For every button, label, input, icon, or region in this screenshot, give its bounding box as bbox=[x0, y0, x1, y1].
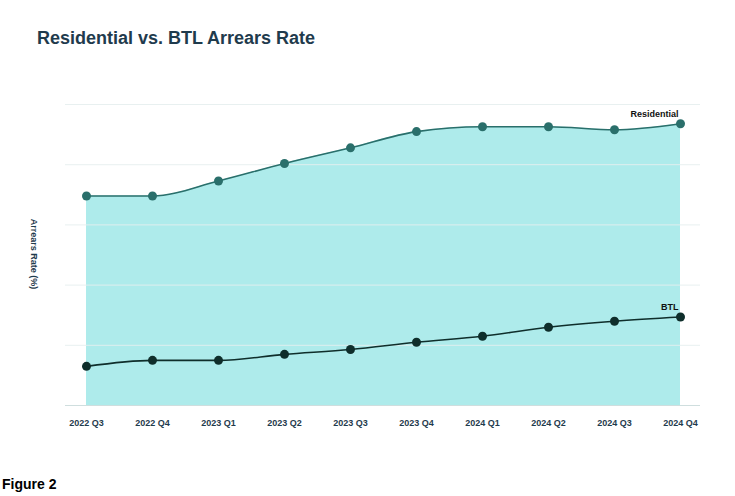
svg-text:2022 Q3: 2022 Q3 bbox=[69, 418, 104, 428]
svg-text:2024 Q1: 2024 Q1 bbox=[465, 418, 500, 428]
svg-text:2023 Q4: 2023 Q4 bbox=[399, 418, 434, 428]
svg-text:2022 Q4: 2022 Q4 bbox=[135, 418, 170, 428]
svg-text:2023 Q2: 2023 Q2 bbox=[267, 418, 302, 428]
svg-text:2024 Q4: 2024 Q4 bbox=[663, 418, 698, 428]
svg-text:2023 Q1: 2023 Q1 bbox=[201, 418, 236, 428]
svg-text:2024 Q2: 2024 Q2 bbox=[531, 418, 566, 428]
svg-text:2024 Q3: 2024 Q3 bbox=[597, 418, 632, 428]
html-text:Arrears Rate (%): Arrears Rate (%) bbox=[29, 218, 39, 290]
html-text:Residential vs. BTL Arrears Ra: Residential vs. BTL Arrears Rate bbox=[37, 28, 316, 48]
svg-text:BTL: BTL bbox=[661, 302, 679, 312]
svg-text:Residential: Residential bbox=[630, 109, 678, 119]
html-text:Figure 2: Figure 2 bbox=[2, 476, 57, 492]
svg-text:2023 Q3: 2023 Q3 bbox=[333, 418, 368, 428]
